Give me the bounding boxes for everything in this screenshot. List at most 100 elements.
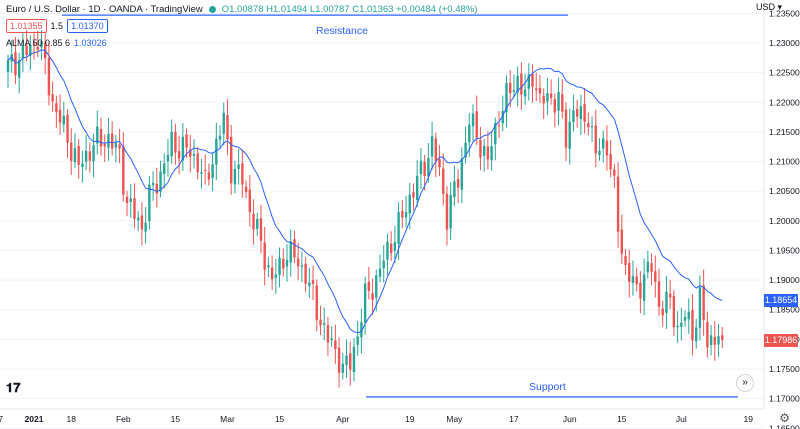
x-tick-label: May — [446, 414, 463, 424]
candle-body — [412, 192, 415, 198]
candle-body — [349, 353, 352, 370]
candle-body — [367, 281, 371, 291]
candle-body — [334, 340, 337, 350]
candle-body — [51, 94, 54, 102]
sell-button[interactable]: 1.01355 — [6, 19, 47, 33]
candle-body — [356, 336, 359, 345]
candle-body — [296, 258, 300, 267]
time-axis[interactable]: 7 2021 18 Feb 15 Mar 15 Apr 19 May 17 Jun 15 Jul 19 — [0, 408, 764, 424]
indicator-name: ALMA 50 0.85 6 — [6, 38, 71, 48]
candle-body — [110, 133, 114, 149]
candle-body — [557, 91, 560, 111]
y-tick-label: 1.20000 — [769, 216, 800, 226]
candle-body — [32, 43, 36, 45]
candle-body — [181, 136, 185, 161]
candle-body — [661, 308, 664, 316]
candle-body — [639, 282, 642, 299]
candle-body — [646, 261, 650, 273]
candle-body — [631, 276, 635, 283]
candle-body — [665, 291, 668, 313]
alma-line — [7, 49, 723, 334]
candle-body — [594, 125, 597, 154]
candle-body — [345, 355, 348, 365]
candle-body — [445, 193, 449, 230]
candle-body — [189, 149, 192, 157]
indicator-legend[interactable]: ALMA 50 0.85 6 1.03026 — [6, 38, 107, 48]
candle-body — [6, 60, 10, 73]
candle-body — [397, 212, 400, 245]
scroll-to-realtime-icon[interactable]: » — [736, 374, 754, 392]
candle-body — [531, 73, 534, 87]
candle-body — [40, 41, 43, 48]
y-tick-label: 1.17000 — [769, 394, 800, 404]
x-tick-label: 18 — [67, 414, 77, 424]
x-tick-label: 2021 — [25, 414, 44, 424]
x-tick-label: 15 — [275, 414, 285, 424]
price-axis[interactable]: 1.23500 1.23000 1.22500 1.22000 1.21500 1.210… — [763, 0, 800, 429]
candle-body — [337, 347, 341, 373]
candle-body — [62, 115, 65, 125]
candle-body — [308, 282, 311, 287]
candle-body — [620, 229, 623, 254]
candle-body — [259, 218, 263, 241]
support-label[interactable]: Support — [529, 381, 566, 393]
symbol-title[interactable]: Euro / U.S. Dollar · 1D · OANDA · Tradin… — [6, 4, 203, 15]
candle-body — [360, 322, 363, 338]
candle-body — [155, 183, 158, 194]
candle-body — [244, 186, 248, 193]
candle-body — [77, 145, 80, 165]
candle-body — [583, 103, 586, 122]
y-tick-label: 1.20500 — [769, 186, 800, 196]
candle-body — [408, 194, 411, 214]
candle-body — [609, 154, 612, 170]
candle-body — [122, 146, 125, 195]
candle-body — [29, 44, 32, 56]
candle-body — [423, 161, 426, 176]
tradingview-logo-icon[interactable]: 𝟏𝟕 — [6, 380, 21, 395]
candle-body — [546, 93, 549, 102]
candle-body — [159, 171, 162, 192]
candle-body — [709, 335, 713, 345]
candle-body — [211, 164, 214, 178]
candle-body — [129, 198, 132, 203]
candle-body — [386, 241, 389, 260]
candle-body — [490, 146, 493, 161]
trade-buttons: 1.01355 1.5 1.01370 — [6, 19, 108, 33]
candle-body — [341, 363, 344, 373]
y-tick-label: 1.18500 — [769, 305, 800, 315]
candle-body — [453, 181, 456, 198]
x-tick-label: 17 — [509, 414, 519, 424]
candle-body — [702, 285, 705, 320]
candle-body — [25, 45, 28, 55]
candle-body — [568, 121, 571, 149]
candle-body — [520, 73, 523, 95]
ohlc-values: O1.00878 H1.01494 L1.00787 C1.01363 +0.0… — [221, 4, 478, 15]
candle-body — [230, 137, 233, 184]
candle-body — [241, 163, 244, 185]
candle-body — [695, 327, 698, 342]
y-tick-label: 1.21500 — [769, 127, 800, 137]
alma-path — [7, 49, 723, 334]
candle-body — [698, 287, 702, 328]
candle-body — [84, 150, 88, 162]
candle-body — [624, 256, 627, 265]
candle-body — [70, 142, 73, 161]
currency-selector[interactable]: USD ▾ — [755, 2, 782, 12]
candle-body — [561, 94, 564, 112]
buy-button[interactable]: 1.01370 — [67, 19, 108, 33]
candle-body — [144, 222, 147, 232]
candle-body — [274, 274, 278, 278]
resistance-label[interactable]: Resistance — [316, 25, 368, 37]
gear-icon[interactable]: ⚙ — [779, 411, 790, 425]
candle-body — [404, 212, 408, 218]
candle-body — [416, 175, 419, 201]
legend-header: Euro / U.S. Dollar · 1D · OANDA · Tradin… — [6, 4, 477, 15]
candle-body — [505, 82, 508, 113]
candle-body — [382, 260, 385, 269]
candle-body — [103, 144, 106, 147]
candle-body — [587, 123, 590, 128]
candle-body — [516, 75, 519, 93]
candle-body — [512, 90, 516, 92]
candle-body — [687, 311, 690, 320]
